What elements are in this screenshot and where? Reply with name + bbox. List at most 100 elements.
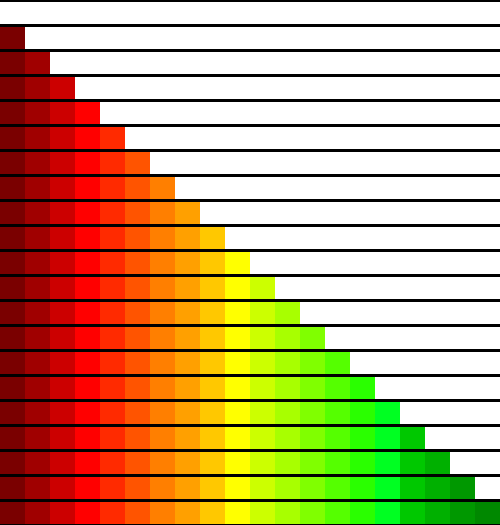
swatch-cell xyxy=(100,427,125,449)
swatch-row-12 xyxy=(0,277,500,299)
swatch-cell xyxy=(300,477,325,499)
swatch-cell xyxy=(0,452,25,474)
swatch-cell xyxy=(25,277,50,299)
swatch-cell xyxy=(125,327,150,349)
swatch-cell xyxy=(125,177,150,199)
swatch-cell xyxy=(50,327,75,349)
swatch-cell xyxy=(150,302,175,324)
swatch-cell xyxy=(275,302,300,324)
swatch-cell xyxy=(0,352,25,374)
swatch-cell xyxy=(75,502,100,524)
swatch-cell xyxy=(250,277,275,299)
swatch-cell xyxy=(225,427,250,449)
swatch-cell xyxy=(275,477,300,499)
swatch-cell xyxy=(175,477,200,499)
swatch-cell xyxy=(225,352,250,374)
swatch-row-13 xyxy=(0,302,500,324)
swatch-cell xyxy=(275,502,300,524)
swatch-cell xyxy=(100,327,125,349)
swatch-cell xyxy=(125,252,150,274)
swatch-cell xyxy=(50,502,75,524)
swatch-cell xyxy=(200,302,225,324)
swatch-cell xyxy=(25,302,50,324)
swatch-cell xyxy=(250,302,275,324)
swatch-cell xyxy=(0,502,25,524)
swatch-cell xyxy=(25,402,50,424)
swatch-cell xyxy=(225,327,250,349)
swatch-cell xyxy=(400,502,425,524)
swatch-cell xyxy=(175,352,200,374)
swatch-cell xyxy=(25,152,50,174)
swatch-cell xyxy=(150,377,175,399)
swatch-row-5 xyxy=(0,102,500,124)
swatch-cell xyxy=(25,127,50,149)
swatch-cell xyxy=(50,402,75,424)
swatch-cell xyxy=(150,352,175,374)
swatch-cell xyxy=(100,252,125,274)
swatch-cell xyxy=(375,427,400,449)
swatch-cell xyxy=(325,477,350,499)
swatch-cell xyxy=(350,502,375,524)
swatch-cell xyxy=(175,327,200,349)
swatch-cell xyxy=(100,152,125,174)
swatch-cell xyxy=(200,402,225,424)
swatch-cell xyxy=(350,402,375,424)
swatch-cell xyxy=(0,402,25,424)
swatch-cell xyxy=(75,452,100,474)
swatch-cell xyxy=(150,227,175,249)
swatch-cell xyxy=(75,327,100,349)
swatch-cell xyxy=(175,377,200,399)
swatch-row-1 xyxy=(0,2,500,24)
swatch-cell xyxy=(100,227,125,249)
swatch-cell xyxy=(425,452,450,474)
swatch-cell xyxy=(300,327,325,349)
swatch-cell xyxy=(325,377,350,399)
swatch-row-14 xyxy=(0,327,500,349)
swatch-cell xyxy=(175,202,200,224)
swatch-cell xyxy=(125,352,150,374)
swatch-cell xyxy=(200,252,225,274)
swatch-cell xyxy=(175,277,200,299)
swatch-cell xyxy=(50,427,75,449)
swatch-cell xyxy=(25,452,50,474)
swatch-cell xyxy=(125,202,150,224)
swatch-cell xyxy=(200,277,225,299)
swatch-cell xyxy=(125,377,150,399)
swatch-cell xyxy=(250,477,275,499)
swatch-cell xyxy=(0,77,25,99)
swatch-cell xyxy=(225,452,250,474)
swatch-row-17 xyxy=(0,402,500,424)
swatch-row-4 xyxy=(0,77,500,99)
swatch-cell xyxy=(300,402,325,424)
swatch-cell xyxy=(50,77,75,99)
swatch-cell xyxy=(100,377,125,399)
swatch-cell xyxy=(25,502,50,524)
swatch-cell xyxy=(0,202,25,224)
swatch-cell xyxy=(25,202,50,224)
swatch-cell xyxy=(100,402,125,424)
swatch-cell xyxy=(75,352,100,374)
swatch-cell xyxy=(175,402,200,424)
swatch-cell xyxy=(0,327,25,349)
swatch-cell xyxy=(225,377,250,399)
swatch-row-18 xyxy=(0,427,500,449)
swatch-cell xyxy=(150,202,175,224)
swatch-cell xyxy=(75,127,100,149)
swatch-cell xyxy=(175,427,200,449)
swatch-cell xyxy=(275,402,300,424)
swatch-cell xyxy=(275,452,300,474)
swatch-cell xyxy=(175,302,200,324)
swatch-row-2 xyxy=(0,27,500,49)
swatch-cell xyxy=(75,177,100,199)
swatch-cell xyxy=(475,502,500,524)
swatch-cell xyxy=(0,377,25,399)
swatch-cell xyxy=(150,452,175,474)
swatch-cell xyxy=(75,252,100,274)
swatch-cell xyxy=(100,277,125,299)
swatch-cell xyxy=(100,452,125,474)
swatch-cell xyxy=(125,452,150,474)
swatch-cell xyxy=(325,452,350,474)
swatch-cell xyxy=(200,227,225,249)
swatch-cell xyxy=(450,477,475,499)
